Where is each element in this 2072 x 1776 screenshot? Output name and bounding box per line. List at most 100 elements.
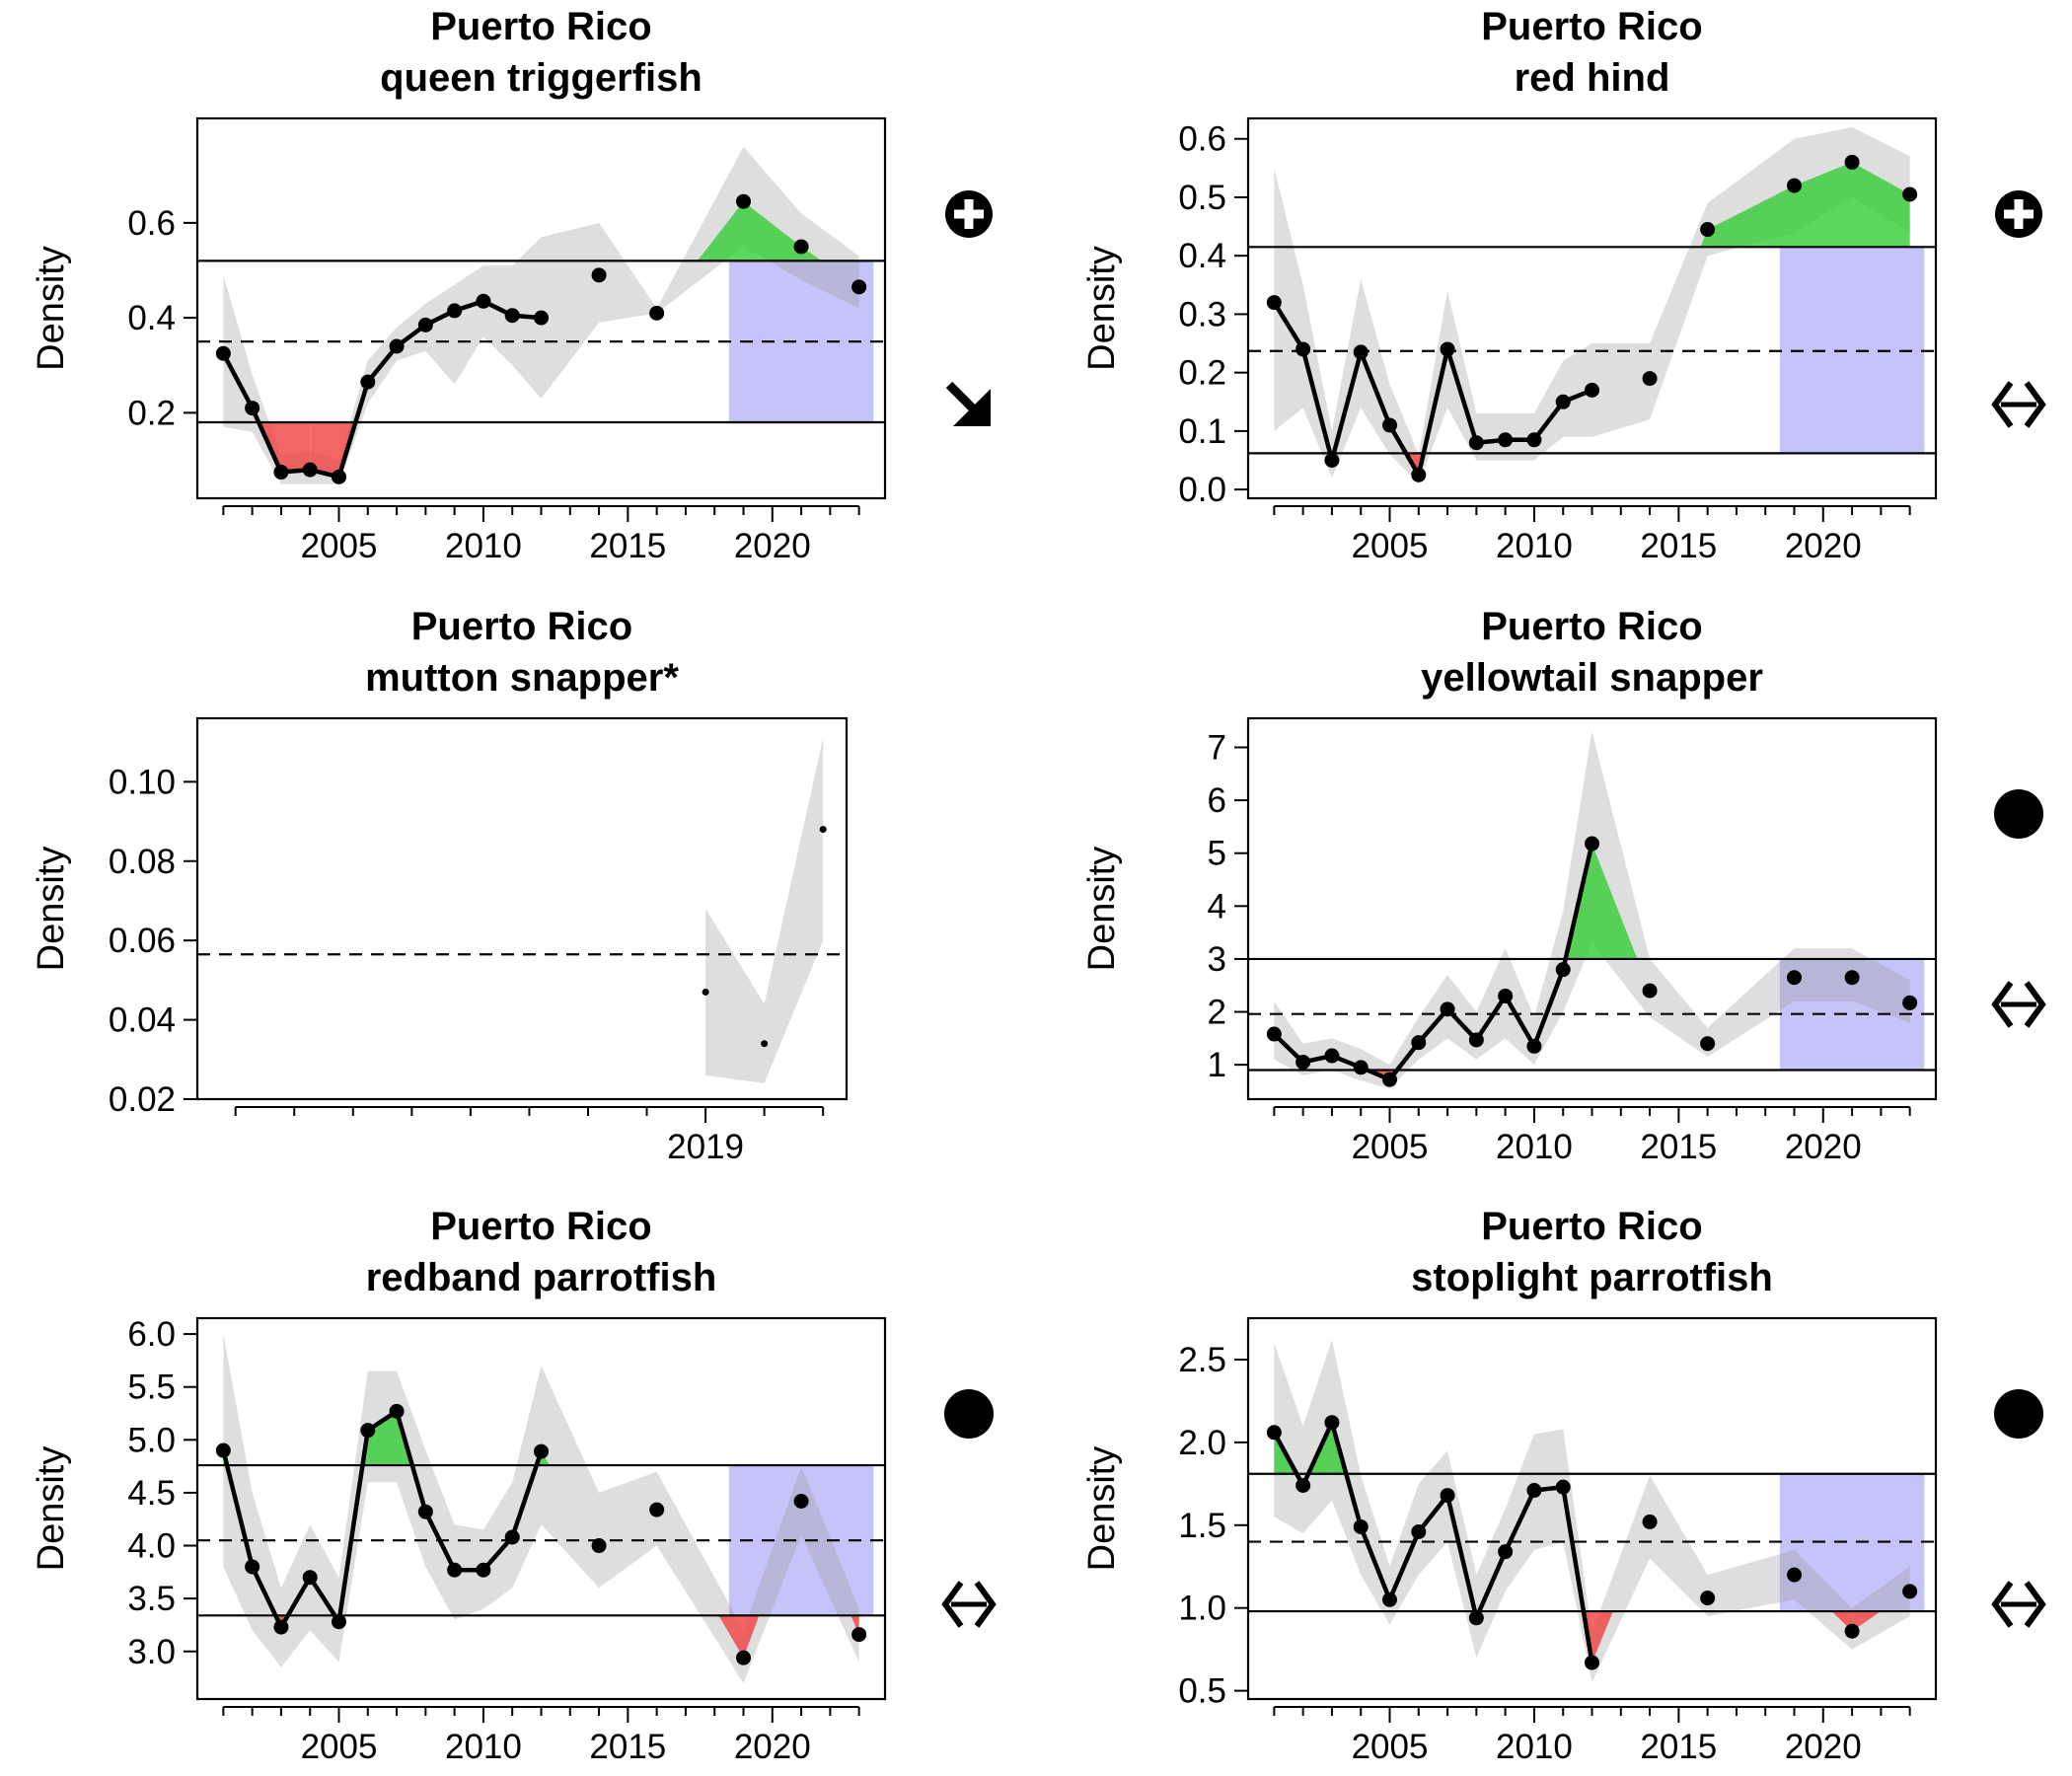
filled-circle-icon — [1994, 789, 2043, 839]
y-tick-label: 6 — [1208, 781, 1226, 820]
plot-area — [705, 738, 824, 1083]
data-point — [1468, 1610, 1484, 1626]
x-tick-label: 2010 — [445, 1728, 522, 1766]
y-tick-label: 5 — [1208, 835, 1226, 873]
y-tick-label: 4.0 — [127, 1527, 176, 1566]
chart-panel: 0.02 0.04 0.06 0.08 0.10 2019 Puerto Rico mutto… — [31, 605, 849, 1166]
y-axis-label: Density — [1081, 1446, 1123, 1572]
y-tick-label: 0.6 — [1178, 120, 1226, 159]
above-upper-fill — [697, 201, 744, 261]
data-point — [476, 293, 491, 309]
y-tick-label: 0.5 — [1178, 179, 1226, 217]
arrow-head — [941, 1581, 964, 1628]
data-point — [1555, 394, 1571, 409]
y-tick-label: 0.6 — [127, 204, 176, 243]
double-arrow-icon — [1991, 1581, 2046, 1628]
y-tick-label: 6.0 — [127, 1315, 176, 1354]
data-point — [1324, 453, 1340, 468]
data-point — [1585, 836, 1599, 851]
circle-shape — [944, 1389, 994, 1439]
x-tick-label: 2005 — [1352, 1728, 1429, 1766]
data-point — [649, 305, 665, 321]
data-point — [1585, 382, 1599, 398]
y-tick-label: 3.0 — [127, 1633, 176, 1671]
below-lower-fill — [310, 422, 339, 478]
data-point — [649, 1502, 665, 1517]
arrow-head — [2024, 381, 2046, 428]
y-tick-label: 7 — [1208, 728, 1226, 767]
data-point — [447, 303, 463, 319]
panel-title-species: yellowtail snapper — [1421, 656, 1763, 700]
plot-area — [1274, 731, 1925, 1089]
data-point — [1266, 1425, 1282, 1441]
data-point — [761, 1040, 769, 1048]
panel-title-species: redband parrotfish — [366, 1256, 717, 1299]
panel-title-region: Puerto Rico — [1481, 1205, 1702, 1248]
data-point — [1353, 1060, 1369, 1075]
y-tick-label: 0.2 — [127, 394, 176, 432]
data-point — [1266, 295, 1282, 311]
plot-frame — [195, 716, 849, 1101]
data-point — [1902, 186, 1918, 202]
y-tick-label: 2.0 — [1178, 1424, 1226, 1462]
plot-area — [223, 146, 874, 484]
arrow-head — [953, 389, 991, 426]
below-lower-fill — [1591, 1611, 1613, 1664]
x-tick-label: 2015 — [589, 527, 666, 565]
y-tick-label: 1.0 — [1178, 1590, 1226, 1628]
plot-area — [1274, 126, 1925, 484]
y-tick-label: 0.06 — [109, 922, 176, 960]
x-tick-label: 2015 — [1640, 1728, 1717, 1766]
data-point — [1555, 962, 1571, 978]
arrow-head — [1991, 981, 2014, 1028]
data-point — [1844, 1623, 1860, 1639]
plus-bar — [2014, 199, 2024, 229]
panel-title-region: Puerto Rico — [1481, 5, 1702, 48]
data-point — [793, 1493, 809, 1509]
data-point — [389, 1403, 405, 1419]
below-lower-fill — [743, 1615, 760, 1659]
confidence-band — [1274, 1339, 1910, 1683]
y-tick-label: 1.5 — [1178, 1507, 1226, 1545]
arrow-down-right-icon — [945, 381, 991, 426]
y-tick-label: 4 — [1208, 887, 1226, 925]
data-point — [1700, 222, 1716, 238]
below-lower-fill — [718, 1615, 744, 1659]
data-point — [273, 1619, 289, 1635]
x-tick-label: 2005 — [301, 527, 378, 565]
chart-panel: 0.2 0.4 0.6 2005 2010 2015 2020 Puerto Rico quee… — [31, 5, 993, 565]
x-tick-label: 2015 — [1640, 527, 1717, 565]
circle-shape — [1994, 1389, 2043, 1439]
y-axis-label: Density — [31, 246, 72, 371]
y-axis-label: Density — [1081, 847, 1123, 972]
x-tick-label: 2005 — [1352, 527, 1429, 565]
data-point — [534, 1443, 549, 1459]
above-upper-fill — [541, 1451, 551, 1466]
data-point — [1411, 467, 1427, 482]
data-point — [1526, 1038, 1542, 1054]
x-tick-label: 2020 — [734, 527, 811, 565]
x-tick-label: 2020 — [1785, 527, 1862, 565]
data-point — [476, 1562, 491, 1578]
y-tick-label: 0.1 — [1178, 412, 1226, 451]
y-tick-label: 0.4 — [1178, 237, 1226, 275]
double-arrow-icon — [941, 1581, 997, 1628]
x-tick-label: 2005 — [301, 1728, 378, 1766]
arrow-head — [974, 1581, 997, 1628]
x-tick-label: 2010 — [1496, 1728, 1573, 1766]
x-tick-label: 2010 — [445, 527, 522, 565]
above-upper-fill — [801, 246, 822, 261]
panel-title-species: queen triggerfish — [380, 56, 703, 100]
data-point — [1642, 983, 1658, 999]
below-lower-fill — [280, 422, 311, 473]
above-upper-fill — [743, 201, 802, 261]
data-point — [1844, 154, 1860, 170]
data-point — [1498, 432, 1514, 448]
above-upper-fill — [1794, 162, 1853, 248]
panel-title-species: stoplight parrotfish — [1411, 1256, 1773, 1299]
filled-circle-icon — [944, 1389, 994, 1439]
confidence-band — [705, 738, 824, 1083]
y-tick-label: 0.04 — [109, 1001, 176, 1040]
data-point — [1555, 1479, 1571, 1495]
data-point — [1266, 1026, 1282, 1042]
